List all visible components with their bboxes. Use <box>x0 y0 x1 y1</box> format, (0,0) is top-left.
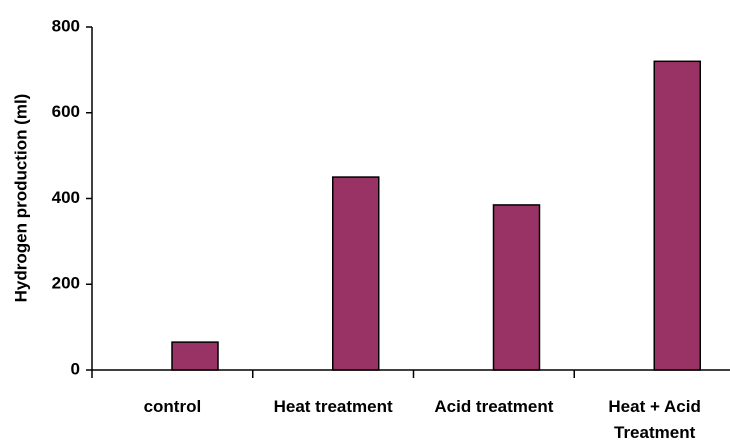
x-tick-label: control <box>143 397 202 416</box>
x-tick-label: Acid treatment <box>434 397 554 416</box>
y-tick-label: 0 <box>71 359 80 378</box>
bar <box>653 60 701 371</box>
y-tick-label: 600 <box>52 102 80 121</box>
y-tick-label: 800 <box>52 16 80 35</box>
x-tick-label: Heat + Acid Treatment <box>608 397 701 442</box>
y-axis-label: Hydrogen production (ml) <box>11 94 30 303</box>
bar <box>492 204 541 371</box>
y-tick-label: 200 <box>52 274 80 293</box>
bar <box>171 341 219 371</box>
bar <box>332 176 380 371</box>
x-tick-label: Heat treatment <box>273 397 393 416</box>
y-tick-label: 400 <box>52 188 80 207</box>
